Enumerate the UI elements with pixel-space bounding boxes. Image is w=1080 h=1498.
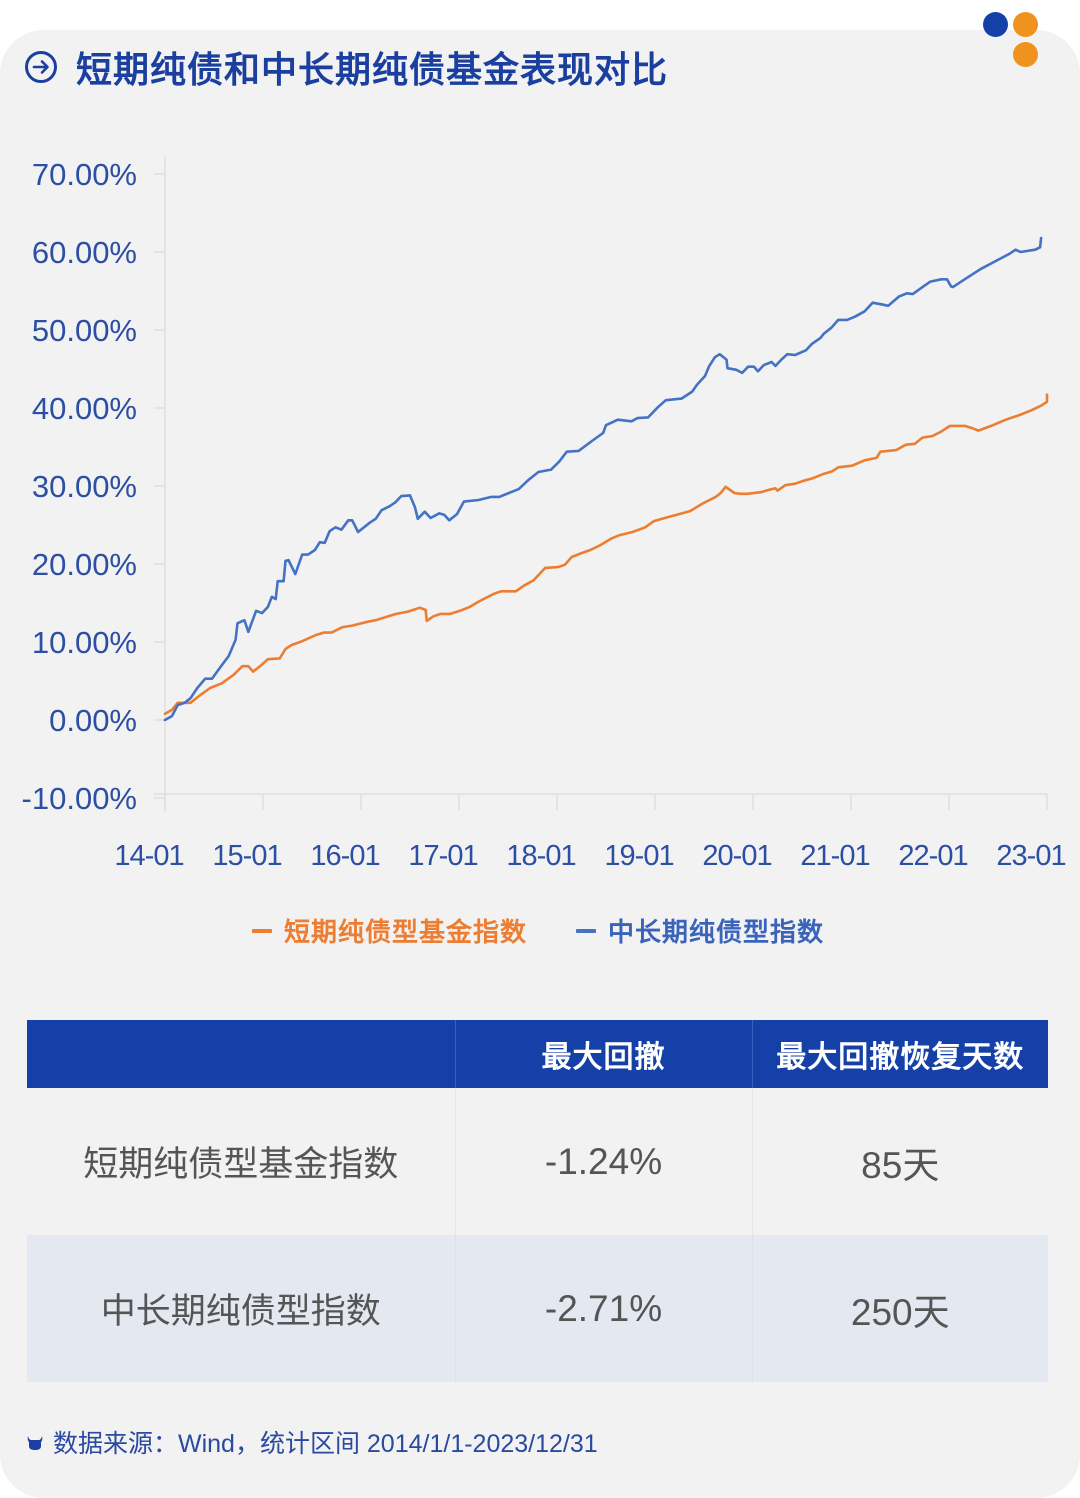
legend-label: 短期纯债型基金指数 <box>284 918 528 948</box>
column-header-recovery-days: 最大回撤恢复天数 <box>752 1020 1048 1088</box>
recovery-days-cell: 250天 <box>752 1235 1048 1382</box>
table-row: 短期纯债型基金指数 -1.24% 85天 <box>27 1088 1048 1235</box>
y-tick-label: 10.00% <box>32 625 137 660</box>
ox-head-icon <box>27 1436 43 1450</box>
y-tick-label: -10.00% <box>22 781 137 816</box>
max-drawdown-cell: -2.71% <box>455 1235 753 1382</box>
table-header-row: 最大回撤 最大回撤恢复天数 <box>27 1020 1048 1088</box>
y-tick-label: 70.00% <box>32 157 137 192</box>
y-tick-label: 30.00% <box>32 469 137 504</box>
x-tick-label: 15-01 <box>212 840 281 872</box>
y-tick-label: 50.00% <box>32 313 137 348</box>
data-source-note: 数据来源：Wind，统计区间 2014/1/1-2023/12/31 <box>26 1424 598 1460</box>
chart-legend: 短期纯债型基金指数 中长期纯债型指数 <box>0 912 1080 956</box>
x-tick-label: 17-01 <box>408 840 477 872</box>
x-tick-label: 18-01 <box>506 840 575 872</box>
y-tick-label: 0.00% <box>49 703 137 738</box>
x-axis: 14-01 15-01 16-01 17-01 18-01 19-01 20-01 21-01… <box>114 793 1067 872</box>
dot-blue-icon <box>983 12 1008 37</box>
x-tick-label: 23-01 <box>996 840 1065 872</box>
legend-swatch-blue-icon <box>576 928 596 933</box>
series-line-short-term <box>163 393 1049 716</box>
y-tick-label: 40.00% <box>32 391 137 426</box>
legend-item-mid-long-term: 中长期纯债型指数 <box>576 912 824 949</box>
max-drawdown-cell: -1.24% <box>455 1088 753 1235</box>
header: 短期纯债和中长期纯债基金表现对比 <box>24 44 669 91</box>
series-layer <box>163 236 1049 722</box>
x-tick-label: 21-01 <box>800 840 869 872</box>
arrow-right-circle-icon <box>25 51 57 83</box>
dot-orange-icon <box>1013 42 1038 67</box>
source-text: 数据来源：Wind，统计区间 2014/1/1-2023/12/31 <box>53 1430 598 1458</box>
drawdown-table: 最大回撤 最大回撤恢复天数 短期纯债型基金指数 -1.24% 85天 中长期纯债… <box>27 1020 1048 1382</box>
page-title: 短期纯债和中长期纯债基金表现对比 <box>76 50 669 91</box>
legend-item-short-term: 短期纯债型基金指数 <box>252 912 527 949</box>
column-header-name <box>27 1020 456 1088</box>
table-row: 中长期纯债型指数 -2.71% 250天 <box>27 1235 1048 1382</box>
series-line-mid-long-term <box>163 236 1043 722</box>
brand-dots-logo <box>982 12 1042 72</box>
x-tick-label: 16-01 <box>310 840 379 872</box>
dot-orange-icon <box>1013 12 1038 37</box>
y-tick-label: 60.00% <box>32 235 137 270</box>
column-header-max-drawdown: 最大回撤 <box>455 1020 753 1088</box>
x-tick-label: 19-01 <box>604 840 673 872</box>
x-tick-label: 14-01 <box>114 840 183 872</box>
x-tick-label: 22-01 <box>898 840 967 872</box>
y-tick-label: 20.00% <box>32 547 137 582</box>
y-axis: -10.00% 0.00% 10.00% 20.00% 30.00% 40.00% 50.0… <box>22 156 166 816</box>
x-tick-label: 20-01 <box>702 840 771 872</box>
line-chart: -10.00% 0.00% 10.00% 20.00% 30.00% 40.00% 50.0… <box>22 156 1067 872</box>
index-name-cell: 短期纯债型基金指数 <box>27 1088 456 1235</box>
recovery-days-cell: 85天 <box>752 1088 1048 1235</box>
index-name-cell: 中长期纯债型指数 <box>27 1235 456 1382</box>
legend-label: 中长期纯债型指数 <box>608 918 825 948</box>
legend-swatch-orange-icon <box>252 928 272 933</box>
